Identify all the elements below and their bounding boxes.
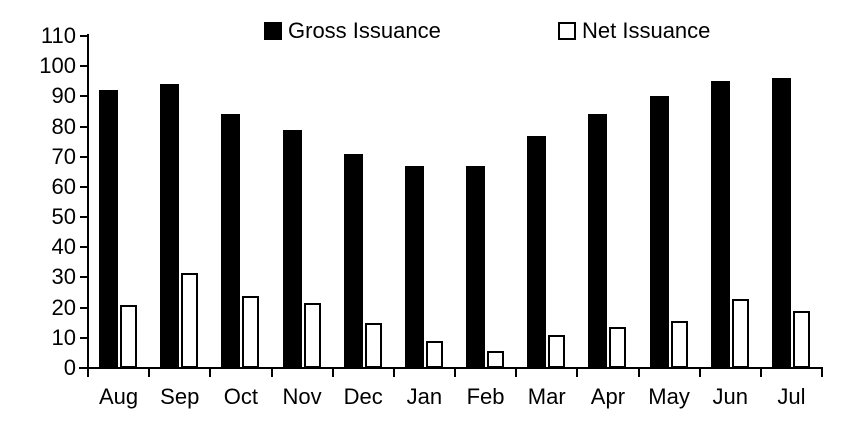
y-axis-tick-label: 10 — [51, 324, 76, 350]
bar-gross-issuance-may — [649, 96, 669, 368]
bar-net-issuance-jan — [425, 340, 443, 368]
x-axis-tick — [87, 368, 89, 377]
bar-net-issuance-mar — [548, 334, 566, 368]
bar-net-issuance-oct — [242, 295, 260, 368]
y-axis-tick — [80, 155, 88, 158]
legend-label-gross-issuance: Gross Issuance — [288, 18, 441, 43]
bar-gross-issuance-feb — [466, 165, 485, 368]
x-axis-label-oct: Oct — [223, 384, 259, 409]
y-axis-line — [87, 34, 89, 369]
y-axis-tick — [80, 276, 88, 279]
x-axis-tick — [698, 368, 701, 377]
bar-gross-issuance-oct — [221, 114, 241, 368]
x-axis-tick — [821, 368, 823, 377]
y-axis-tick-label: 30 — [51, 264, 76, 290]
x-axis-label-jan: Jan — [406, 384, 443, 409]
x-axis-label-nov: Nov — [282, 384, 322, 409]
bar-net-issuance-aug — [120, 304, 137, 368]
x-axis-label-aug: Aug — [99, 384, 139, 409]
y-axis-tick-label: 70 — [51, 143, 76, 169]
y-axis-tick — [80, 336, 88, 339]
legend-item-gross-issuance: Gross Issuance — [264, 18, 441, 43]
y-axis-tick — [80, 65, 88, 68]
x-axis-label-feb: Feb — [466, 384, 505, 409]
y-axis-tick — [80, 35, 88, 37]
bar-gross-issuance-apr — [588, 114, 608, 368]
legend-item-net-issuance: Net Issuance — [558, 18, 711, 43]
bar-net-issuance-sep — [181, 272, 199, 368]
bar-gross-issuance-jun — [710, 81, 730, 368]
bar-net-issuance-nov — [303, 303, 321, 368]
x-axis-label-sep: Sep — [160, 384, 200, 409]
y-axis-tick-label: 110 — [40, 23, 76, 48]
y-axis-tick — [80, 246, 88, 249]
y-axis-tick — [80, 216, 88, 219]
x-axis-line — [79, 367, 823, 369]
bar-gross-issuance-dec — [343, 153, 363, 368]
y-axis-tick-label: 0 — [63, 355, 76, 380]
x-axis-tick — [270, 368, 273, 377]
x-axis-tick — [392, 368, 395, 377]
x-axis-label-may: May — [648, 384, 690, 409]
x-axis-label-jun: Jun — [712, 384, 748, 409]
y-axis-tick — [80, 95, 88, 98]
bar-gross-issuance-nov — [282, 129, 302, 368]
x-axis-tick — [454, 368, 456, 377]
bar-gross-issuance-jan — [404, 165, 424, 368]
x-axis-tick — [759, 368, 762, 377]
x-axis-label-jul: Jul — [777, 384, 806, 409]
bar-net-issuance-may — [670, 321, 688, 368]
bar-gross-issuance-aug — [99, 90, 118, 368]
y-axis-tick-label: 40 — [51, 234, 76, 260]
y-axis-tick — [80, 306, 88, 309]
bar-net-issuance-apr — [609, 327, 627, 368]
legend-label-net-issuance: Net Issuance — [582, 18, 711, 43]
x-axis-tick — [576, 368, 579, 377]
bar-net-issuance-jun — [731, 298, 749, 368]
y-axis-tick-label: 60 — [51, 173, 76, 199]
x-axis-tick — [148, 368, 151, 377]
y-axis-tick — [80, 367, 88, 369]
x-axis-label-dec: Dec — [343, 384, 383, 409]
x-axis-tick — [209, 368, 212, 377]
y-axis-tick — [80, 125, 88, 128]
y-axis-tick-label: 100 — [39, 53, 76, 79]
y-axis-tick-label: 80 — [51, 113, 76, 139]
y-axis-tick-label: 50 — [51, 204, 76, 230]
x-axis-tick — [331, 368, 334, 377]
x-axis-tick — [637, 368, 640, 377]
bar-gross-issuance-jul — [771, 78, 791, 368]
bar-gross-issuance-sep — [160, 84, 180, 368]
x-axis-tick — [515, 368, 518, 377]
bar-net-issuance-feb — [487, 351, 504, 368]
bar-net-issuance-dec — [364, 322, 382, 368]
net-issuance-legend-marker — [558, 22, 576, 40]
x-axis-label-mar: Mar — [527, 384, 566, 409]
y-axis-tick — [80, 185, 88, 188]
bar-net-issuance-jul — [792, 310, 810, 368]
x-axis-label-apr: Apr — [590, 384, 626, 409]
gross-issuance-legend-marker — [264, 22, 282, 40]
y-axis-tick-label: 90 — [51, 83, 76, 109]
bar-gross-issuance-mar — [527, 135, 547, 368]
y-axis-tick-label: 20 — [51, 294, 76, 320]
